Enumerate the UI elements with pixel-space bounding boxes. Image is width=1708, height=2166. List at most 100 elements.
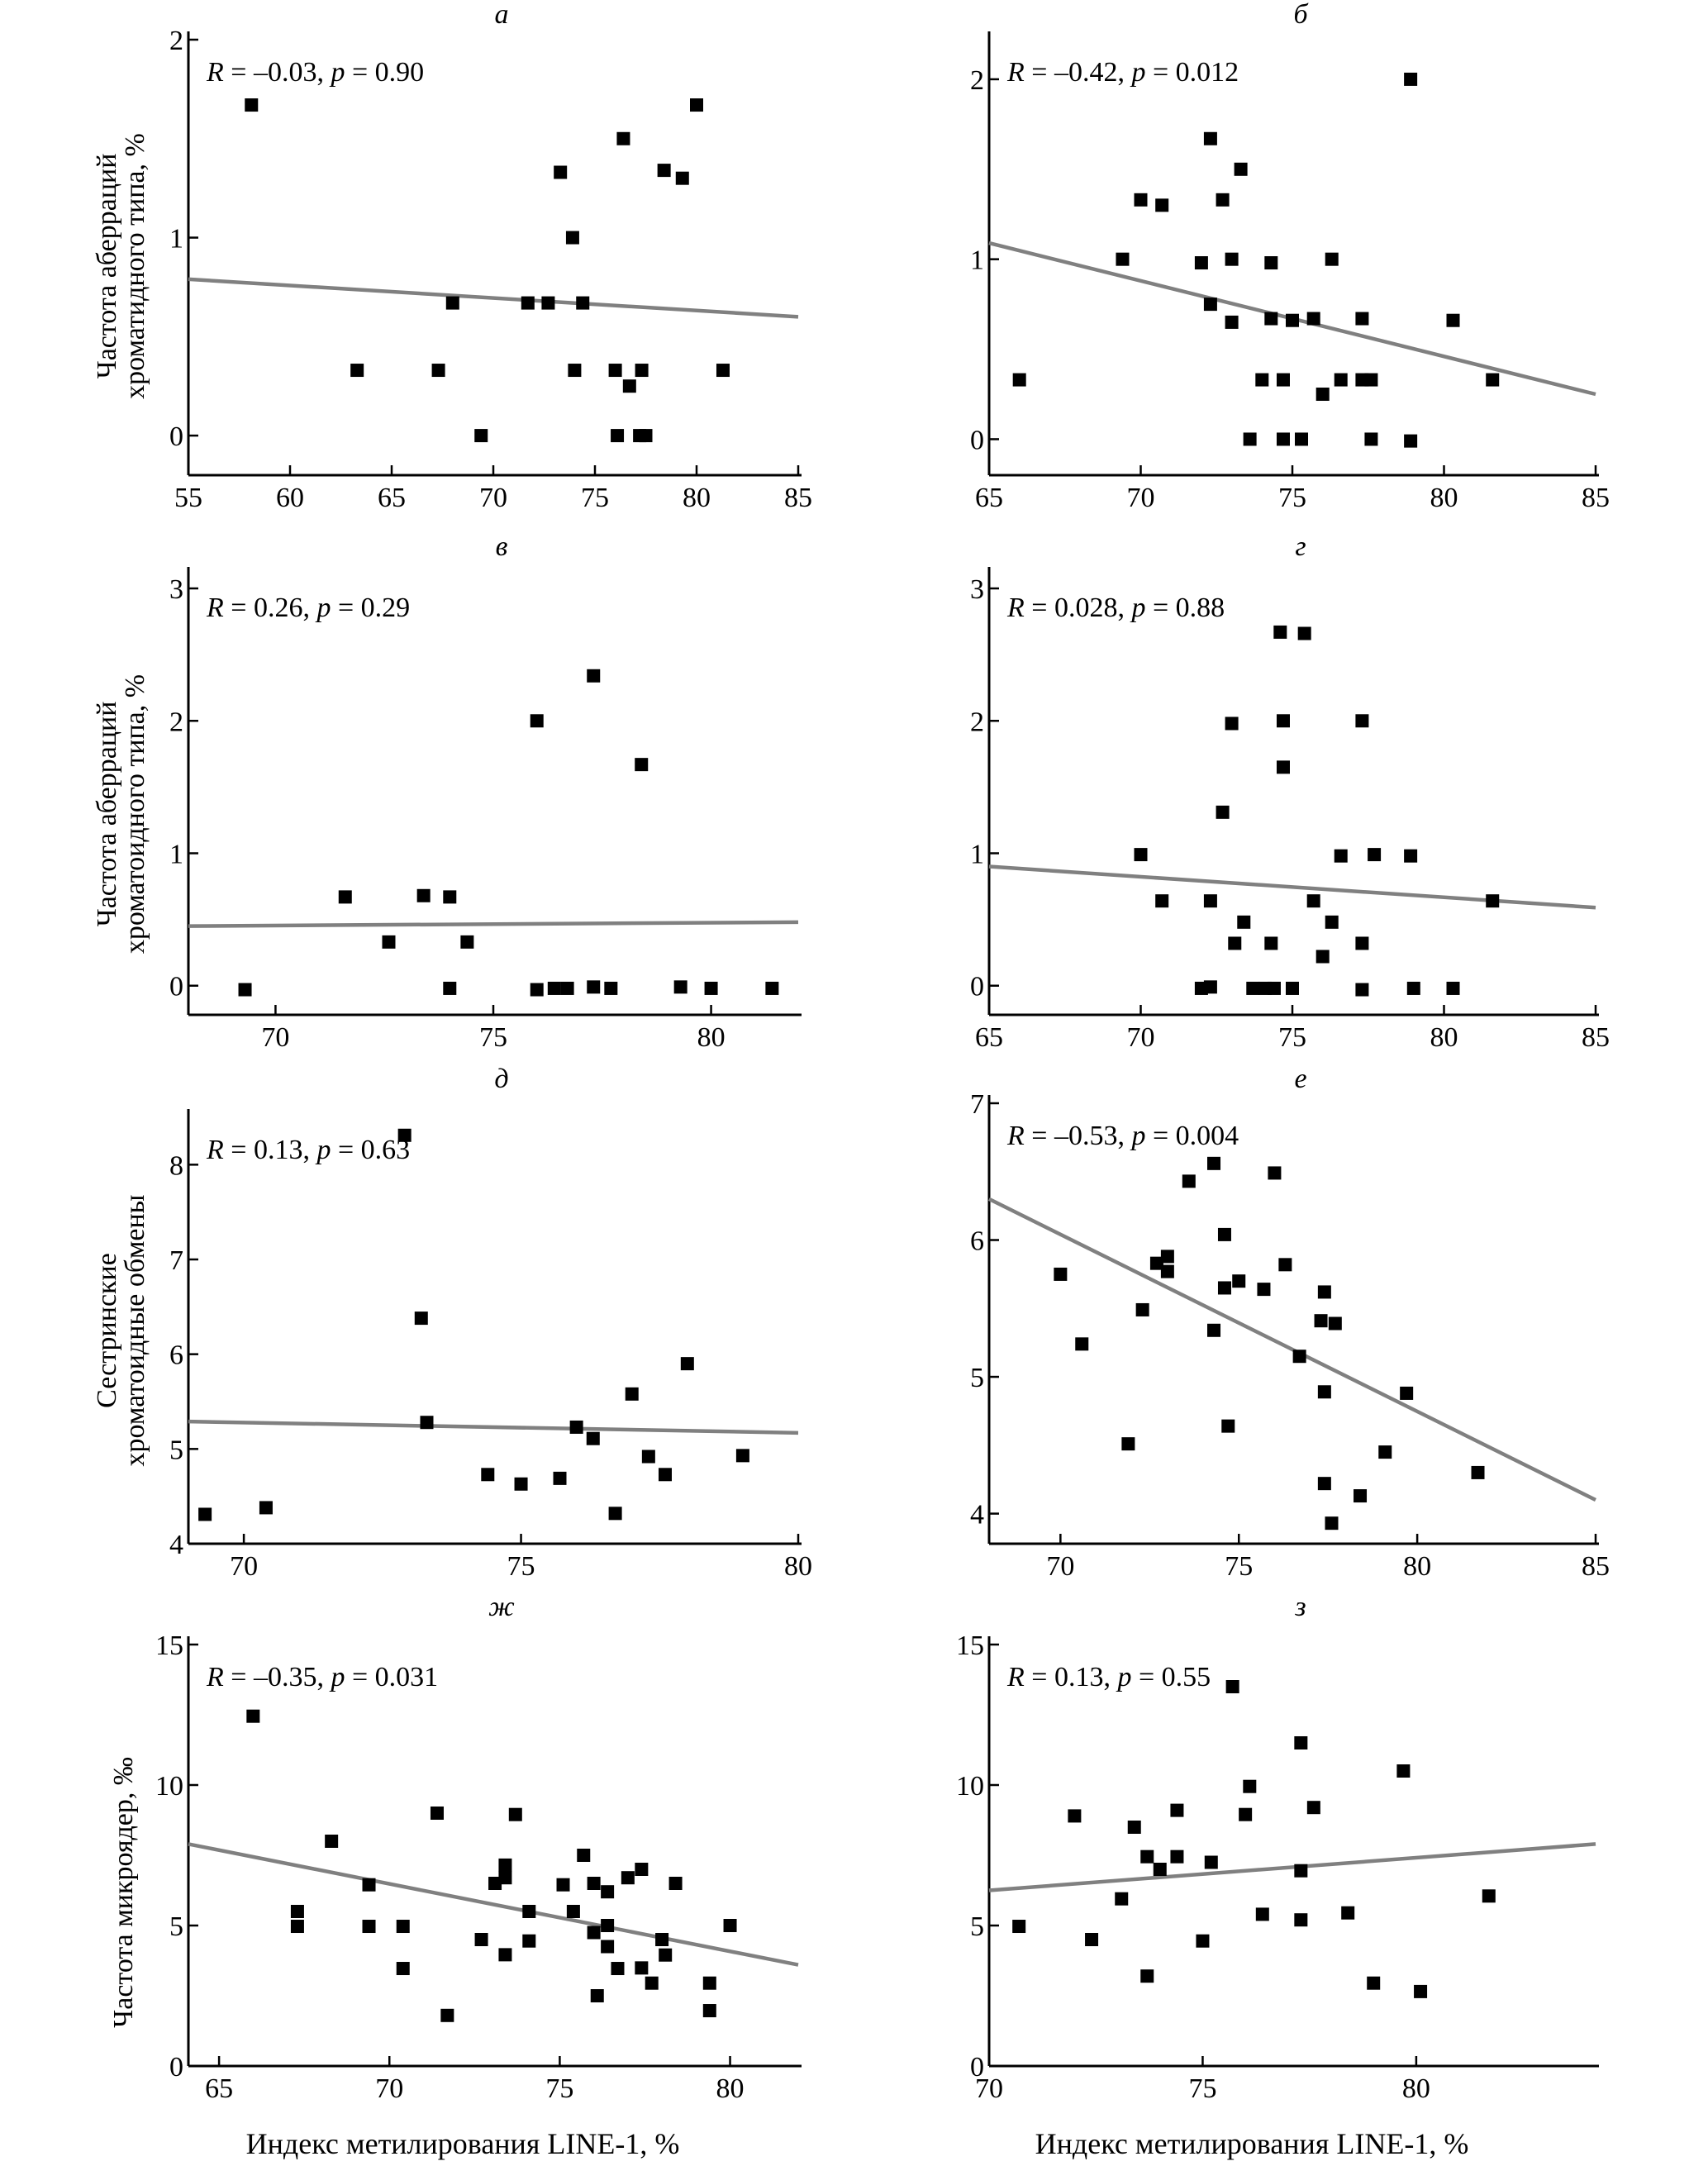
data-point bbox=[1135, 1302, 1149, 1316]
data-point bbox=[1153, 1863, 1167, 1876]
y-tick-label: 1 bbox=[970, 840, 984, 870]
y-tick-label: 1 bbox=[169, 224, 183, 255]
stat-annotation: R = –0.03, p = 0.90 bbox=[206, 57, 424, 88]
data-point bbox=[325, 1835, 339, 1848]
data-point bbox=[1264, 256, 1278, 270]
data-point bbox=[1396, 1764, 1411, 1778]
ylabel-row1: Частота аберраций хроматидного типа, % bbox=[92, 133, 150, 399]
data-point bbox=[566, 1905, 580, 1918]
data-point bbox=[508, 1807, 522, 1821]
data-point bbox=[1255, 373, 1269, 387]
data-point bbox=[608, 1507, 622, 1521]
panel-e: е 70 75 80 85 4 5 6 7 R = –0.53, p = 0.004 bbox=[970, 1064, 1610, 1582]
data-point bbox=[1306, 1801, 1320, 1815]
data-point bbox=[1404, 434, 1418, 448]
y-tick-label: 0 bbox=[970, 425, 984, 455]
data-point bbox=[1276, 714, 1290, 728]
data-point bbox=[1268, 1166, 1282, 1180]
data-point bbox=[1127, 1821, 1141, 1834]
x-tick-label: 85 bbox=[784, 483, 812, 513]
data-point bbox=[1364, 432, 1378, 446]
regression-line bbox=[988, 1197, 1596, 1502]
data-point bbox=[547, 981, 561, 995]
data-point bbox=[1182, 1174, 1196, 1188]
data-point bbox=[1286, 313, 1299, 327]
data-point bbox=[338, 890, 352, 904]
data-point bbox=[1234, 162, 1248, 176]
data-point bbox=[576, 296, 590, 310]
data-point bbox=[765, 981, 779, 995]
data-point bbox=[1355, 936, 1369, 950]
data-point bbox=[1225, 252, 1239, 266]
stat-annotation: R = 0.028, p = 0.88 bbox=[1006, 593, 1225, 623]
data-point bbox=[1216, 193, 1230, 207]
panel-letter: г bbox=[1295, 531, 1306, 562]
y-tick-label: 15 bbox=[155, 1630, 183, 1661]
x-tick-label: 85 bbox=[1582, 1022, 1610, 1053]
panel-a: а 55 60 65 70 75 80 85 0 1 2 R = –0.03, p = 0.90 bbox=[169, 0, 812, 513]
data-point bbox=[1155, 198, 1169, 212]
data-point bbox=[569, 1420, 583, 1434]
regression-line bbox=[188, 920, 799, 928]
data-point bbox=[1207, 1156, 1221, 1170]
data-point bbox=[1328, 1316, 1342, 1331]
data-point bbox=[474, 1933, 488, 1946]
data-point bbox=[1264, 312, 1278, 326]
data-point bbox=[621, 1871, 635, 1885]
data-point bbox=[443, 890, 457, 904]
data-point bbox=[1170, 1849, 1184, 1864]
data-point bbox=[616, 131, 630, 145]
stat-annotation: R = –0.42, p = 0.012 bbox=[1006, 57, 1239, 88]
data-point bbox=[522, 1905, 536, 1918]
data-point bbox=[608, 364, 622, 378]
y-tick-label: 6 bbox=[169, 1340, 183, 1371]
data-point bbox=[1314, 1314, 1328, 1328]
y-tick-label: 1 bbox=[169, 840, 183, 870]
data-point bbox=[1486, 894, 1500, 908]
data-point bbox=[362, 1920, 376, 1934]
data-point bbox=[521, 296, 535, 310]
x-tick-label: 65 bbox=[205, 2073, 233, 2104]
data-point bbox=[1054, 1267, 1068, 1281]
x-tick-label: 80 bbox=[784, 1551, 812, 1582]
data-point bbox=[246, 1709, 260, 1723]
data-point bbox=[1194, 256, 1208, 270]
data-point bbox=[198, 1507, 212, 1521]
x-tick-label: 80 bbox=[1430, 1022, 1458, 1053]
x-tick-label: 75 bbox=[1278, 1022, 1306, 1053]
data-point bbox=[1378, 1445, 1392, 1459]
data-point bbox=[245, 98, 259, 112]
x-tick-label: 55 bbox=[174, 483, 202, 513]
data-point bbox=[675, 171, 689, 185]
y-tick-label: 10 bbox=[155, 1771, 183, 1802]
data-point bbox=[1334, 849, 1348, 863]
data-point bbox=[1203, 980, 1217, 994]
data-point bbox=[1355, 983, 1369, 997]
data-point bbox=[604, 981, 618, 995]
data-point bbox=[641, 1450, 655, 1464]
panel-b: б 65 70 75 80 85 0 1 2 R = –0.42, p = 0.012 bbox=[970, 0, 1610, 513]
x-tick-label: 80 bbox=[683, 483, 711, 513]
data-point bbox=[704, 981, 718, 995]
y-tick-label: 0 bbox=[970, 2052, 984, 2083]
data-point bbox=[1315, 950, 1330, 964]
data-point bbox=[1203, 131, 1217, 145]
data-point bbox=[431, 364, 445, 378]
data-point bbox=[1237, 915, 1251, 929]
data-point bbox=[443, 981, 457, 995]
y-tick-label: 0 bbox=[970, 972, 984, 1002]
data-point bbox=[1225, 315, 1239, 329]
y-tick-label: 0 bbox=[169, 972, 183, 1002]
y-tick-label: 8 bbox=[169, 1150, 183, 1181]
data-point bbox=[1134, 193, 1148, 207]
y-tick-label: 4 bbox=[169, 1530, 183, 1560]
data-point bbox=[1297, 626, 1311, 640]
data-point bbox=[1121, 1437, 1135, 1451]
data-point bbox=[601, 1885, 615, 1899]
data-point bbox=[1446, 313, 1460, 327]
data-point bbox=[1368, 848, 1382, 862]
data-point bbox=[673, 980, 687, 994]
data-point bbox=[259, 1501, 273, 1515]
data-point bbox=[530, 714, 544, 728]
